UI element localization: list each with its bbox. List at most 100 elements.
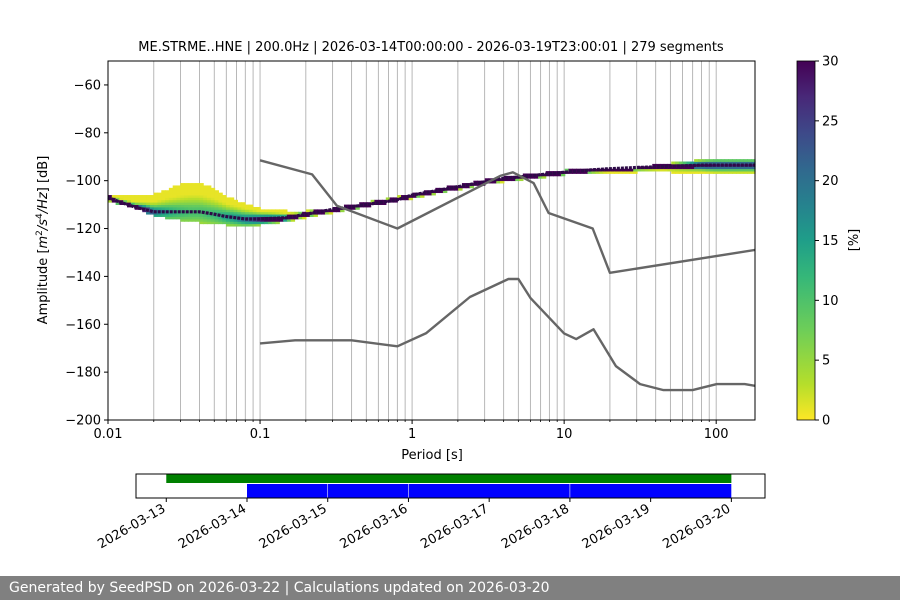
heatmap-cell xyxy=(172,214,178,217)
heatmap-cell xyxy=(176,199,181,203)
heatmap-cell xyxy=(686,168,691,172)
heatmap-cell xyxy=(176,185,181,189)
heatmap-cell xyxy=(191,216,197,220)
chart-title: ME.STRME..HNE | 200.0Hz | 2026-03-14T00:… xyxy=(138,40,724,55)
heatmap-cell xyxy=(286,211,292,215)
heatmap-cell xyxy=(279,214,284,217)
heatmap-cell xyxy=(713,159,718,162)
heatmap-cell xyxy=(701,163,707,167)
heatmap-cell xyxy=(210,218,216,222)
heatmap-cell xyxy=(146,197,151,201)
heatmap-cell xyxy=(157,195,162,198)
heatmap-cell xyxy=(195,206,200,210)
heatmap-cell xyxy=(469,185,474,189)
heatmap-cell xyxy=(187,197,193,201)
heatmap-cell xyxy=(538,173,543,177)
heatmap-cell xyxy=(522,173,528,177)
timeline-tick-label: 2026-03-17 xyxy=(418,501,491,552)
heatmap-cell xyxy=(264,211,269,215)
heatmap-cell xyxy=(168,197,174,201)
heatmap-cell xyxy=(294,214,299,217)
heatmap-cell xyxy=(206,197,212,201)
heatmap-cell xyxy=(408,195,414,198)
heatmap-cell xyxy=(728,166,733,170)
heatmap-cell xyxy=(237,218,242,222)
heatmap-cell xyxy=(735,161,741,165)
heatmap-cell xyxy=(184,195,189,198)
heatmap-cell xyxy=(233,204,238,208)
heatmap-cell xyxy=(161,199,166,203)
heatmap-cell xyxy=(557,173,562,177)
heatmap-cell xyxy=(233,199,238,203)
heatmap-cell xyxy=(720,161,726,165)
heatmap-cell xyxy=(393,199,398,203)
heatmap-cell xyxy=(732,171,737,174)
heatmap-cell xyxy=(279,211,284,215)
heatmap-cell xyxy=(245,214,250,217)
heatmap-cell xyxy=(751,161,756,165)
heatmap-cell xyxy=(526,175,532,179)
heatmap-cell xyxy=(229,218,235,222)
heatmap-cell xyxy=(203,206,208,210)
heatmap-cell xyxy=(370,199,376,203)
heatmap-cell xyxy=(735,171,741,174)
heatmap-cell xyxy=(735,159,741,162)
heatmap-cell xyxy=(496,180,501,184)
heatmap-cell xyxy=(195,183,200,186)
heatmap-cell xyxy=(130,202,136,205)
heatmap-cell xyxy=(203,214,208,217)
heatmap-cell xyxy=(678,171,684,174)
heatmap-cell xyxy=(176,216,181,220)
heatmap-cell xyxy=(290,216,296,220)
timeline-blue-segment xyxy=(247,484,328,498)
heatmap-cell xyxy=(530,175,535,179)
heatmap-cell xyxy=(621,168,627,172)
heatmap-cell xyxy=(153,206,159,210)
heatmap-cell xyxy=(146,204,151,208)
heatmap-cell xyxy=(191,204,197,208)
heatmap-cell xyxy=(423,192,429,196)
heatmap-cell xyxy=(149,202,155,205)
heatmap-cell xyxy=(735,168,741,172)
heatmap-cell xyxy=(199,192,204,196)
y-tick-label: −160 xyxy=(65,318,101,333)
heatmap-cell xyxy=(697,159,703,162)
heatmap-cell xyxy=(598,171,604,174)
heatmap-cell xyxy=(241,218,246,222)
heatmap-cell xyxy=(290,218,296,222)
heatmap-cell xyxy=(195,216,200,220)
heatmap-cell xyxy=(222,199,227,203)
heatmap-cell xyxy=(180,202,185,205)
heatmap-cell xyxy=(218,192,223,196)
heatmap-cell xyxy=(195,195,200,198)
heatmap-cell xyxy=(682,161,688,165)
heatmap-cell xyxy=(305,209,311,213)
heatmap-cell xyxy=(225,202,231,205)
heatmap-cell xyxy=(385,197,391,201)
heatmap-cell xyxy=(138,195,143,198)
heatmap-cell xyxy=(701,166,707,170)
heatmap-cell xyxy=(149,197,155,201)
heatmap-cell xyxy=(267,218,273,222)
heatmap-cell xyxy=(195,190,200,194)
heatmap-cell xyxy=(191,218,197,222)
heatmap-cell xyxy=(271,211,277,215)
heatmap-cell xyxy=(397,195,402,198)
heatmap-cell xyxy=(172,195,178,198)
heatmap-cell xyxy=(237,211,242,215)
heatmap-cell xyxy=(206,185,212,189)
heatmap-cell xyxy=(168,192,174,196)
heatmap-cell xyxy=(747,166,752,170)
heatmap-cell xyxy=(161,190,166,194)
heatmap-cell xyxy=(222,204,227,208)
heatmap-cell xyxy=(690,168,695,172)
heatmap-cell xyxy=(187,202,193,205)
heatmap-cell xyxy=(245,209,250,213)
heatmap-cell xyxy=(165,202,170,205)
colorbar-tick-label: 15 xyxy=(822,234,839,249)
heatmap-cell xyxy=(233,202,238,205)
heatmap-cell xyxy=(602,168,608,172)
heatmap-cell xyxy=(142,202,147,205)
heatmap-cell xyxy=(199,197,204,201)
heatmap-cell xyxy=(652,168,657,172)
